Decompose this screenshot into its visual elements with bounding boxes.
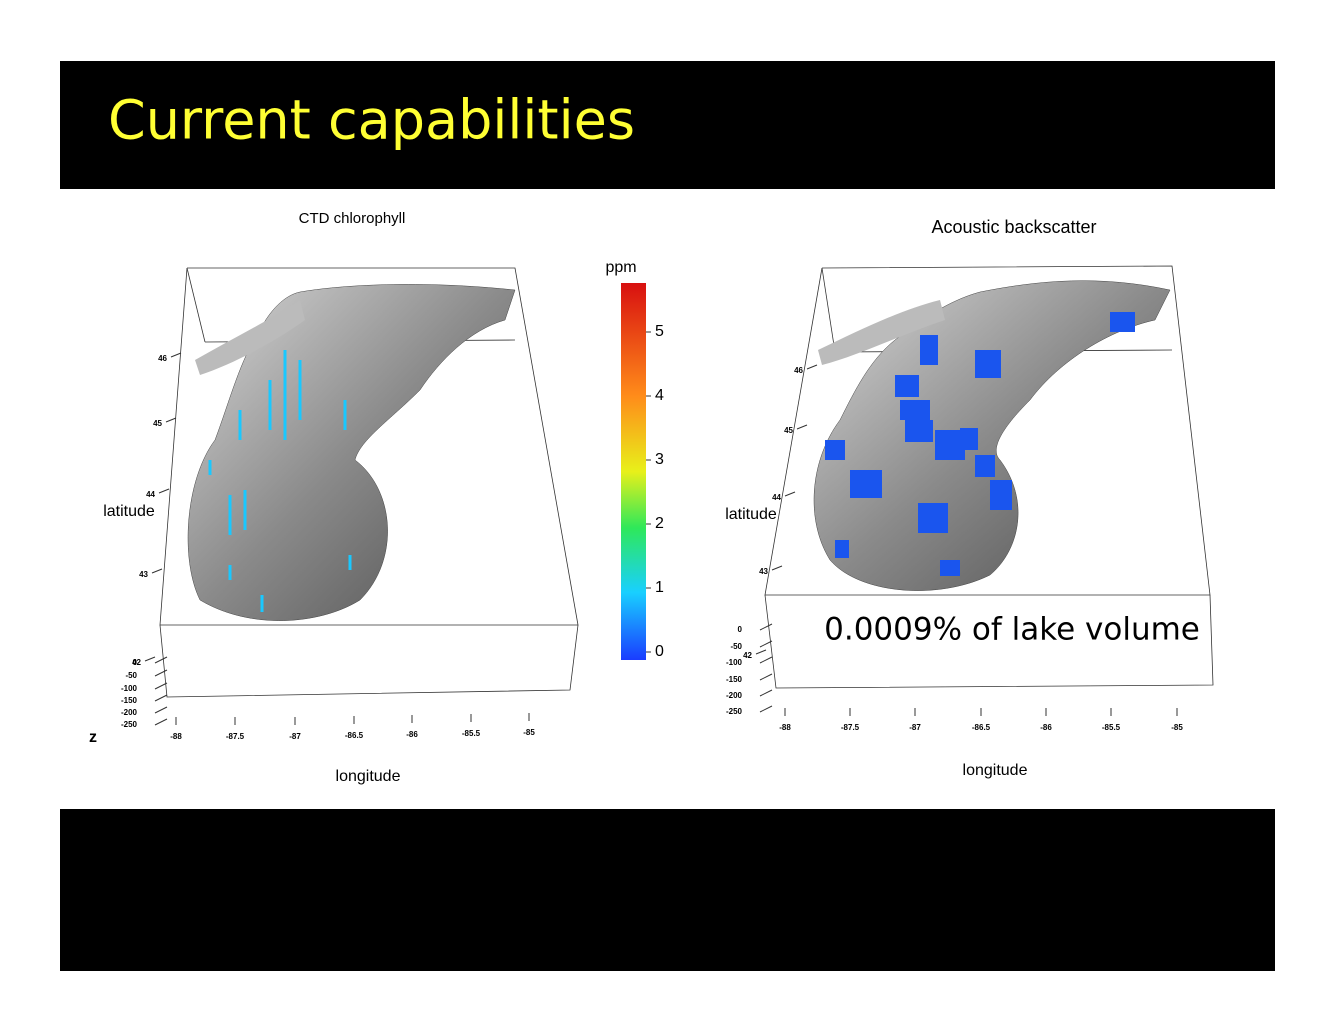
z-tick-label: -250 bbox=[121, 720, 138, 729]
z-tick-label: -200 bbox=[726, 691, 743, 700]
lake-surface bbox=[818, 300, 945, 365]
y-tick-label: 43 bbox=[139, 570, 148, 579]
colorbar-tick-label: 0 bbox=[655, 643, 664, 660]
colorbar-tick-label: 1 bbox=[655, 579, 664, 596]
tick-mark bbox=[144, 656, 156, 662]
x-tick-label: -85 bbox=[1171, 723, 1183, 732]
colorbar-label: ppm bbox=[605, 259, 636, 276]
colorbar-tick-label: 4 bbox=[655, 387, 664, 404]
annotation: 0.0009% of lake volume bbox=[824, 612, 1200, 648]
x-tick-label: -85.5 bbox=[1102, 723, 1121, 732]
z-tick-label: -50 bbox=[730, 642, 742, 651]
z-tick-label: -250 bbox=[726, 707, 743, 716]
tick-mark bbox=[151, 568, 163, 574]
z-tick-label: -200 bbox=[121, 708, 138, 717]
z-tick-label: -100 bbox=[121, 684, 138, 693]
lake-surface bbox=[187, 284, 516, 621]
y-tick-label: 46 bbox=[158, 354, 167, 363]
tick-mark bbox=[165, 417, 177, 423]
tick-mark bbox=[755, 649, 767, 655]
colorbar-tick-label: 5 bbox=[655, 323, 664, 340]
footer-banner bbox=[60, 809, 1275, 971]
z-tick-label: -150 bbox=[726, 675, 743, 684]
y-tick-label: 43 bbox=[759, 567, 768, 576]
x-tick-label: -86 bbox=[1040, 723, 1052, 732]
tick-mark bbox=[759, 689, 773, 697]
z-tick-label: -100 bbox=[726, 658, 743, 667]
z-tick-label: 0 bbox=[738, 625, 743, 634]
tick-mark bbox=[154, 706, 168, 714]
data-patches bbox=[825, 312, 1135, 576]
x-tick-label: -86.5 bbox=[972, 723, 991, 732]
axis-label: latitude bbox=[103, 503, 155, 520]
tick-mark bbox=[154, 669, 168, 677]
title-banner bbox=[60, 61, 1275, 189]
x-tick-label: -85 bbox=[523, 728, 535, 737]
lake-surface bbox=[813, 280, 1171, 591]
data-casts bbox=[208, 350, 352, 612]
slide-title: Current capabilities bbox=[108, 89, 635, 152]
axis-label: longitude bbox=[336, 768, 401, 785]
axis-label: z bbox=[89, 729, 97, 746]
y-tick-label: 45 bbox=[784, 426, 793, 435]
y-tick-label: 42 bbox=[132, 658, 141, 667]
tick-mark bbox=[154, 694, 168, 702]
tick-mark bbox=[154, 718, 168, 726]
x-tick-label: -87 bbox=[909, 723, 921, 732]
y-tick-label: 44 bbox=[146, 490, 155, 499]
x-tick-label: -85.5 bbox=[462, 729, 481, 738]
x-tick-label: -88 bbox=[170, 732, 182, 741]
axis-label: longitude bbox=[963, 762, 1028, 779]
z-tick-label: -150 bbox=[121, 696, 138, 705]
tick-mark bbox=[759, 623, 773, 631]
tick-mark bbox=[771, 565, 783, 571]
axis-label: latitude bbox=[725, 506, 777, 523]
tick-mark bbox=[796, 424, 808, 430]
z-tick-label: 0 bbox=[133, 658, 138, 667]
x-tick-label: -86.5 bbox=[345, 731, 364, 740]
x-tick-label: -87.5 bbox=[226, 732, 245, 741]
colorbar bbox=[621, 283, 646, 660]
tick-mark bbox=[170, 352, 182, 358]
panel-title: Acoustic backscatter bbox=[931, 217, 1096, 237]
tick-mark bbox=[759, 640, 773, 648]
y-tick-label: 42 bbox=[743, 651, 752, 660]
x-tick-label: -86 bbox=[406, 730, 418, 739]
tick-mark bbox=[806, 364, 818, 370]
x-tick-label: -87 bbox=[289, 732, 301, 741]
lake-surface bbox=[195, 300, 305, 375]
y-tick-label: 44 bbox=[772, 493, 781, 502]
tick-mark bbox=[784, 491, 796, 497]
tick-mark bbox=[154, 682, 168, 690]
tick-mark bbox=[158, 488, 170, 494]
colorbar-tick-label: 3 bbox=[655, 451, 664, 468]
tick-mark bbox=[154, 656, 168, 664]
z-tick-label: -50 bbox=[125, 671, 137, 680]
tick-mark bbox=[759, 705, 773, 713]
colorbar-tick-label: 2 bbox=[655, 515, 664, 532]
y-tick-label: 46 bbox=[794, 366, 803, 375]
y-tick-label: 45 bbox=[153, 419, 162, 428]
x-tick-label: -88 bbox=[779, 723, 791, 732]
tick-mark bbox=[759, 673, 773, 681]
panel-title: CTD chlorophyll bbox=[299, 210, 406, 227]
tick-mark bbox=[759, 656, 773, 664]
x-tick-label: -87.5 bbox=[841, 723, 860, 732]
